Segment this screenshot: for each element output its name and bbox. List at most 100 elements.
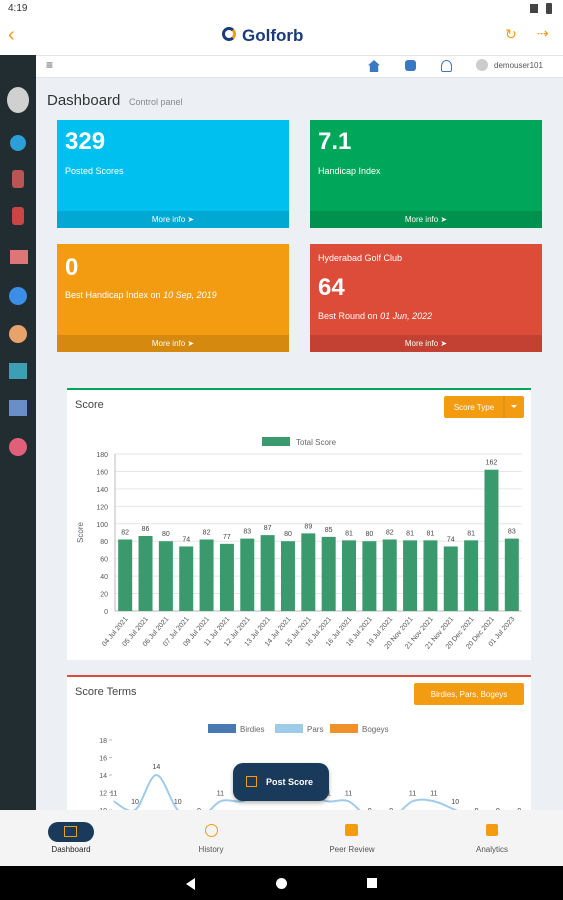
- legend-swatch: [208, 724, 236, 733]
- panel-title: Score: [75, 399, 104, 411]
- dropdown-label[interactable]: Score Type: [454, 403, 495, 412]
- battery-icon: [546, 3, 552, 14]
- data-label: 10: [451, 799, 459, 806]
- data-label: 9: [517, 808, 521, 810]
- user-name[interactable]: demouser101: [494, 61, 543, 70]
- sidebar-icon[interactable]: [9, 287, 27, 305]
- data-label: 89: [304, 523, 312, 530]
- card-value: 7.1: [318, 128, 352, 155]
- legend-label: Total Score: [296, 438, 337, 447]
- sidebar-icon[interactable]: [9, 438, 27, 456]
- panel-title: Score Terms: [75, 686, 137, 698]
- data-label: 82: [203, 529, 211, 536]
- label-date: 10 Sep, 2019: [163, 290, 217, 300]
- post-score-button[interactable]: Post Score: [233, 763, 329, 801]
- bar: [179, 546, 194, 611]
- y-tick-label: 140: [96, 487, 108, 494]
- sidebar-icon[interactable]: [10, 250, 28, 264]
- dropdown-label[interactable]: Birdies, Pars, Bogeys: [431, 690, 507, 699]
- y-tick-label: 160: [96, 469, 108, 476]
- y-tick-label: 0: [104, 609, 108, 616]
- golf-button[interactable]: [405, 60, 416, 71]
- data-label: 80: [284, 531, 292, 538]
- sidebar-icon[interactable]: [10, 135, 26, 151]
- label-text: Best Handicap Index on: [65, 290, 161, 300]
- sidebar-icon[interactable]: [12, 170, 24, 188]
- nav-icon: [486, 824, 498, 836]
- sidebar-icon[interactable]: [9, 400, 27, 416]
- home-key[interactable]: [276, 878, 287, 889]
- more-info-link[interactable]: More info ➤: [310, 211, 542, 228]
- bar: [158, 541, 173, 611]
- link-text[interactable]: More info: [151, 215, 186, 224]
- bar: [118, 539, 133, 611]
- legend-label: Pars: [307, 725, 323, 734]
- button-label[interactable]: Post Score: [266, 777, 314, 787]
- y-axis-label: Score: [76, 522, 85, 543]
- nav-peer-review[interactable]: Peer Review: [329, 845, 375, 854]
- sidebar-icon[interactable]: [9, 325, 27, 343]
- data-label: 82: [121, 529, 129, 536]
- bar: [362, 541, 377, 611]
- profile-button[interactable]: [441, 60, 452, 72]
- link-text[interactable]: More info: [404, 339, 439, 348]
- refresh-button[interactable]: ↻: [505, 26, 517, 42]
- bar: [382, 539, 397, 611]
- more-info-link[interactable]: More info ➤: [57, 335, 289, 352]
- link-text[interactable]: More info: [404, 215, 439, 224]
- data-label: 10: [174, 799, 182, 806]
- data-label: 162: [486, 460, 498, 467]
- data-label: 74: [447, 536, 455, 543]
- label-text: Best Round on: [318, 311, 378, 321]
- data-label: 81: [406, 530, 414, 537]
- back-key[interactable]: [186, 878, 195, 890]
- data-label: 10: [131, 799, 139, 806]
- legend-label: Birdies: [240, 725, 264, 734]
- data-label: 80: [365, 531, 373, 538]
- logout-button[interactable]: ⇢: [537, 25, 549, 41]
- label-date: 01 Jun, 2022: [380, 311, 433, 321]
- score-panel: Score Score Type Total Score Score 0 20 40 60 80…: [67, 388, 531, 660]
- sidebar-icon[interactable]: [9, 363, 27, 379]
- menu-button[interactable]: ≡: [46, 58, 54, 72]
- y-tick-label: 16: [99, 756, 107, 763]
- data-label: 87: [264, 525, 272, 532]
- dropdown-button[interactable]: [414, 683, 524, 705]
- user-avatar: [476, 59, 488, 71]
- data-label: 86: [142, 526, 150, 533]
- app-header: ‹ Golforb ↻ ⇢: [0, 18, 563, 55]
- recents-key[interactable]: [367, 878, 377, 888]
- y-tick-label: 20: [100, 592, 108, 599]
- link-text[interactable]: More info: [151, 339, 186, 348]
- card-value: 0: [65, 254, 79, 281]
- brand: Golforb: [242, 26, 304, 45]
- data-label: 9: [496, 808, 500, 810]
- data-label: 11: [217, 790, 224, 797]
- more-info-link[interactable]: More info ➤: [310, 335, 542, 352]
- data-label: 74: [182, 536, 190, 543]
- data-label: 81: [427, 530, 435, 537]
- sidebar-avatar[interactable]: [7, 87, 29, 113]
- data-label: 83: [243, 529, 251, 536]
- y-tick-label: 12: [99, 791, 107, 798]
- score-chart: Score Score Type Total Score Score 0 20 40 60 80…: [75, 396, 524, 651]
- data-label: 9: [197, 808, 201, 810]
- card-label: Best Round on 01 Jun, 2022: [318, 311, 432, 321]
- nav-analytics[interactable]: Analytics: [475, 845, 508, 854]
- sidebar-icon[interactable]: [12, 207, 24, 225]
- more-info-link[interactable]: More info ➤: [57, 211, 289, 228]
- bar: [423, 540, 438, 611]
- nav-icon: [64, 826, 77, 837]
- data-label: 81: [467, 530, 475, 537]
- score-terms-panel: Score Terms Birdies, Pars, Bogeys Birdies P…: [67, 675, 531, 810]
- sidebar: [0, 55, 36, 810]
- nav-history[interactable]: History: [198, 845, 224, 854]
- back-button[interactable]: ‹: [8, 24, 15, 46]
- home-button[interactable]: [368, 60, 380, 72]
- bar: [403, 540, 418, 611]
- y-tick-label: 120: [96, 504, 108, 511]
- nav-dashboard[interactable]: Dashboard: [51, 845, 91, 854]
- legend-swatch: [330, 724, 358, 733]
- bar: [219, 543, 234, 611]
